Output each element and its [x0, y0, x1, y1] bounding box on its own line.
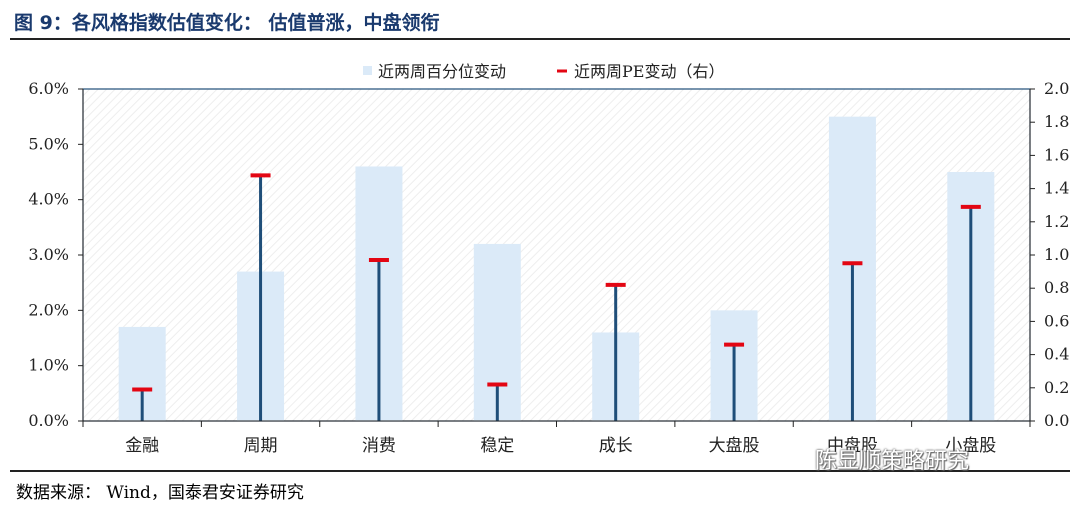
legend: 近两周百分位变动 近两周PE变动（右）: [363, 62, 724, 81]
right-y-axis: 0.0 0.2 0.4 0.6 0.8 1.0 1.2 1.4 1.6 1.8 2.0: [1029, 79, 1069, 430]
right-tick-label: 0.8: [1044, 278, 1069, 297]
x-axis: 金融 周期 消费 稳定 成长 大盘股 中盘股 小盘股: [82, 420, 1031, 456]
source-divider: [10, 470, 1070, 472]
left-tick-label: 3.0%: [28, 245, 69, 264]
left-tick-label: 5.0%: [28, 134, 69, 153]
category-label: 小盘股: [945, 436, 996, 456]
right-tick-label: 1.8: [1044, 112, 1069, 131]
category-label: 稳定: [480, 436, 514, 456]
watermark: 陈显顺策略研究: [815, 449, 970, 474]
category-label: 金融: [125, 436, 159, 456]
category-label: 周期: [244, 436, 278, 456]
category-label: 消费: [362, 436, 396, 456]
right-tick-label: 0.0: [1044, 411, 1069, 430]
category-label: 大盘股: [709, 436, 760, 456]
left-tick-label: 0.0%: [28, 411, 69, 430]
left-tick-label: 1.0%: [28, 356, 69, 375]
source-note: 数据来源： Wind，国泰君安证券研究: [16, 483, 304, 503]
category-label: 中盘股: [827, 436, 878, 456]
chart: 近两周百分位变动 近两周PE变动（右） 0.0% 1.0% 2.0% 3.0% 4.0% 5…: [28, 62, 1069, 456]
left-y-axis: 0.0% 1.0% 2.0% 3.0% 4.0% 5.0% 6.0%: [28, 79, 84, 430]
legend-swatch-bar: [363, 66, 372, 75]
left-tick-label: 6.0%: [28, 79, 69, 98]
right-tick-label: 0.4: [1044, 345, 1069, 364]
plot-area: [82, 88, 1031, 422]
right-tick-label: 0.6: [1044, 311, 1069, 330]
figure-title: 图 9：各风格指数估值变化： 估值普涨，中盘领衔: [14, 12, 440, 34]
title-divider: [10, 38, 1070, 40]
legend-label-pin: 近两周PE变动（右）: [574, 62, 724, 81]
left-tick-label: 2.0%: [28, 300, 69, 319]
category-label: 成长: [599, 436, 633, 456]
right-tick-label: 2.0: [1044, 79, 1069, 98]
left-tick-label: 4.0%: [28, 190, 69, 209]
right-tick-label: 0.2: [1044, 378, 1069, 397]
legend-label-bar: 近两周百分位变动: [378, 62, 506, 81]
right-tick-label: 1.6: [1044, 145, 1069, 164]
right-tick-label: 1.4: [1044, 179, 1069, 198]
right-tick-label: 1.2: [1044, 212, 1069, 231]
right-tick-label: 1.0: [1044, 245, 1069, 264]
